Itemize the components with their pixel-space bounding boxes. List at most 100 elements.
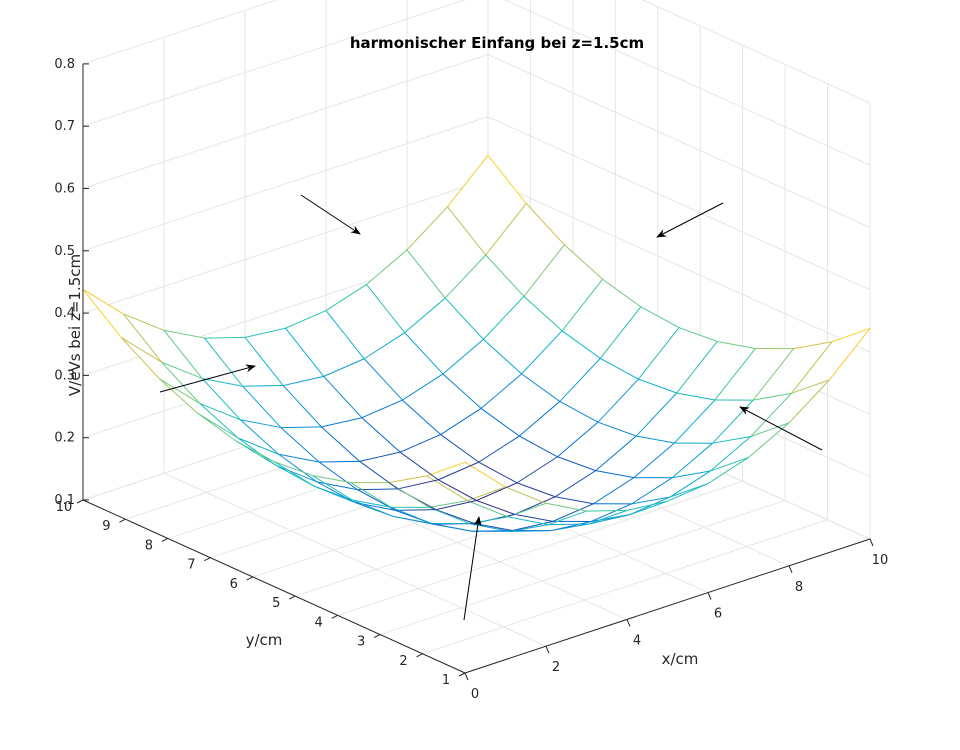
surface-face — [633, 443, 713, 478]
surface-edge — [237, 437, 277, 466]
surface-edge — [790, 341, 833, 394]
surface-edge — [600, 357, 639, 380]
wall-grid-line — [82, 0, 467, 127]
surface-face — [483, 296, 563, 374]
surface-edge — [278, 453, 320, 463]
surface-edge — [159, 378, 198, 414]
surface-edge — [480, 373, 522, 409]
z-tick-label: 0.5 — [54, 244, 75, 259]
surface-face — [283, 376, 362, 427]
surface-edge — [435, 509, 475, 525]
surface-edge — [678, 327, 718, 342]
surface-edge — [714, 348, 756, 401]
surface-edge — [640, 306, 680, 329]
surface-edge — [593, 477, 635, 505]
surface-edge — [626, 500, 668, 511]
wall-grid-line — [82, 116, 489, 252]
surface-face — [164, 330, 243, 387]
surface-edge — [480, 408, 520, 437]
surface-face — [278, 454, 358, 490]
x-tick — [464, 672, 469, 681]
surface-edge — [204, 336, 246, 339]
surface-edge — [554, 470, 596, 498]
surface-edge — [325, 310, 365, 360]
surface-face — [436, 500, 515, 524]
surface-edge — [476, 482, 518, 501]
y-tick-label: 2 — [399, 654, 407, 669]
surface-face — [83, 289, 162, 363]
surface-face — [519, 401, 598, 457]
surface-edge — [476, 500, 515, 515]
chart-title: harmonischer Einfang bei z=1.5cm — [350, 34, 644, 52]
surface-edge — [242, 385, 282, 428]
z-tick-label: 0.1 — [54, 493, 75, 508]
surface-edge — [548, 523, 589, 526]
surface-edge — [548, 510, 587, 526]
surface-face — [476, 482, 556, 515]
surface-face — [710, 422, 789, 472]
surface-edge — [507, 516, 549, 526]
surface-edge — [485, 254, 525, 297]
surface-face — [629, 483, 708, 515]
surface-edge — [438, 479, 477, 501]
surface-edge — [505, 486, 547, 504]
floor-grid-line — [422, 519, 828, 655]
surface-edge — [159, 378, 201, 404]
x-tick — [869, 538, 874, 547]
surface-edge — [669, 470, 711, 498]
surface-face — [750, 379, 830, 437]
surface-face — [595, 436, 675, 478]
surface-edge — [464, 461, 506, 488]
surface-edge — [635, 392, 678, 437]
surface-edge — [404, 332, 444, 375]
surface-edge — [478, 461, 518, 484]
surface-edge — [516, 482, 556, 498]
surface-edge — [667, 483, 709, 502]
surface-edge — [674, 399, 716, 444]
surface-face — [600, 306, 679, 380]
surface-face — [366, 249, 446, 333]
surface-edge — [163, 329, 203, 379]
surface-edge — [519, 435, 558, 458]
surface-edge — [123, 313, 163, 363]
surface-face — [326, 284, 405, 359]
surface-face — [361, 400, 441, 453]
surface-edge — [321, 426, 360, 462]
surface-edge — [399, 451, 439, 481]
surface-edge — [559, 358, 601, 402]
surface-edge — [273, 461, 313, 476]
surface-face — [445, 255, 524, 340]
y-axis-line — [82, 499, 466, 674]
surface-edge — [717, 340, 756, 349]
surface-edge — [242, 385, 284, 387]
surface-edge — [201, 378, 241, 421]
surface-edge — [120, 337, 162, 363]
surface-face — [674, 399, 754, 444]
surface-edge — [204, 337, 244, 387]
surface-edge — [390, 506, 432, 524]
surface-edge — [831, 327, 871, 343]
surface-edge — [595, 435, 637, 472]
surface-edge — [707, 457, 749, 484]
surface-edge — [550, 523, 589, 532]
annotation-arrow — [739, 406, 823, 451]
surface-edge — [588, 514, 630, 525]
floor-grid-line — [337, 480, 743, 616]
x-tick — [788, 565, 793, 573]
surface-face — [523, 244, 603, 331]
surface-edge — [512, 520, 554, 532]
surface-edge — [516, 456, 558, 484]
wall-grid-line — [641, 0, 871, 104]
surface-edge — [750, 393, 792, 437]
y-tick — [373, 634, 381, 639]
surface-face — [433, 523, 513, 532]
x-tick — [626, 619, 631, 627]
surface-edge — [676, 392, 715, 401]
surface-edge — [442, 339, 484, 375]
surface-edge — [285, 327, 325, 377]
annotation-arrow — [463, 516, 482, 621]
surface-edge — [523, 244, 565, 297]
surface-edge — [636, 435, 675, 444]
surface-edge — [282, 385, 322, 428]
annotation-arrows — [159, 194, 823, 621]
